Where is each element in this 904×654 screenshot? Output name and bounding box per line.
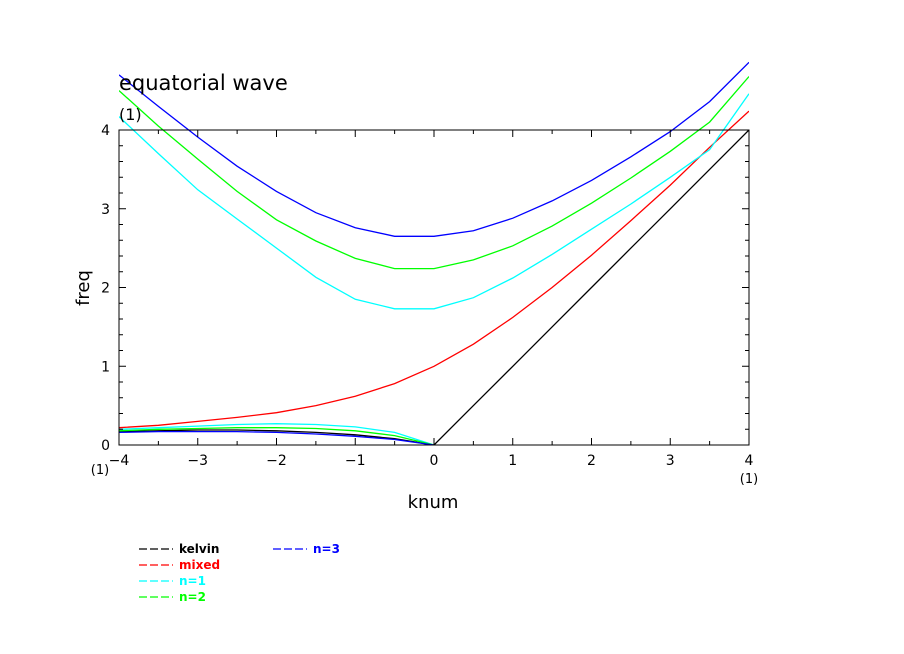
series-line-n-2 [119, 76, 749, 270]
y-tick-label: 1 [101, 359, 110, 375]
y-tick-label: 3 [101, 202, 110, 218]
x-tick-label: −1 [345, 453, 366, 469]
x-axis-unit-right: (1) [740, 472, 758, 487]
y-tick-label: 4 [101, 123, 110, 139]
legend: kelvin mixed n=1 n=2 n=3 [139, 542, 340, 604]
chart-subtitle: (1) [119, 105, 142, 124]
legend-label: kelvin [179, 542, 219, 556]
tick-labels: −4 −3 −2 −1 0 1 2 3 4 0 1 2 3 4 [101, 123, 753, 469]
series-line-mixed [119, 110, 749, 429]
x-tick-label: −2 [266, 453, 287, 469]
legend-label: n=2 [179, 590, 206, 604]
y-tick-label: 2 [101, 281, 110, 297]
x-tick-label: −4 [109, 453, 130, 469]
series-line-n-3 [119, 61, 749, 237]
y-axis-label: freq [73, 270, 94, 306]
x-axis-label: knum [408, 492, 459, 513]
axis-ticks [118, 129, 750, 446]
legend-label: mixed [179, 558, 220, 572]
chart-title: equatorial wave [119, 71, 288, 95]
series-line-n-3-lower [119, 430, 435, 445]
x-tick-label: 2 [587, 453, 596, 469]
plot-frame [118, 129, 750, 446]
series-lines [119, 61, 749, 445]
series-line-kelvin [119, 129, 749, 445]
legend-label: n=3 [313, 542, 340, 556]
y-tick-label: 0 [101, 438, 110, 454]
series-line-n-2-lower [119, 427, 435, 445]
x-tick-label: −3 [187, 453, 208, 469]
x-axis-unit-left: (1) [91, 463, 109, 478]
legend-label: n=1 [179, 574, 206, 588]
x-tick-label: 1 [508, 453, 517, 469]
x-tick-label: 4 [745, 453, 754, 469]
x-tick-label: 3 [666, 453, 675, 469]
series-line-n-1-lower [119, 423, 435, 445]
x-tick-label: 0 [430, 453, 439, 469]
series-line-n-1 [119, 93, 749, 310]
